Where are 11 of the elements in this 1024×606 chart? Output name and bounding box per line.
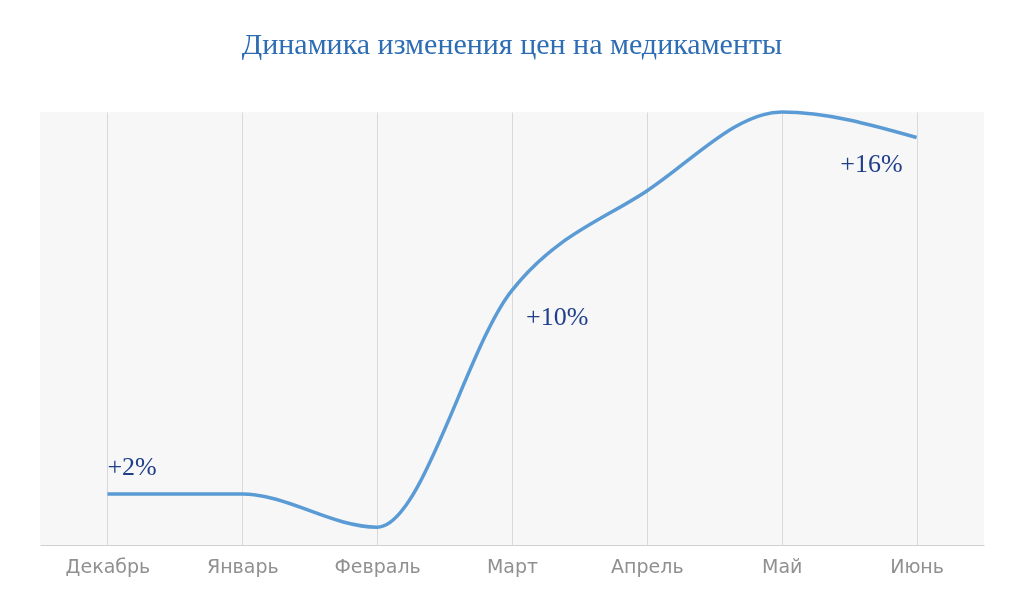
x-tick-label: Апрель [611, 554, 684, 577]
x-tick-label: Май [762, 554, 803, 577]
x-tick-label: Февраль [334, 554, 421, 577]
x-tick-label: Декабрь [65, 554, 151, 577]
data-label: +2% [107, 452, 157, 482]
chart-title: Динамика изменения цен на медикаменты [241, 27, 783, 61]
x-tick-label: Март [486, 554, 539, 577]
x-tick-label: Январь [206, 554, 279, 577]
data-label: +16% [840, 149, 903, 179]
x-tick-label: Июнь [890, 554, 944, 577]
data-label: +10% [526, 302, 589, 332]
